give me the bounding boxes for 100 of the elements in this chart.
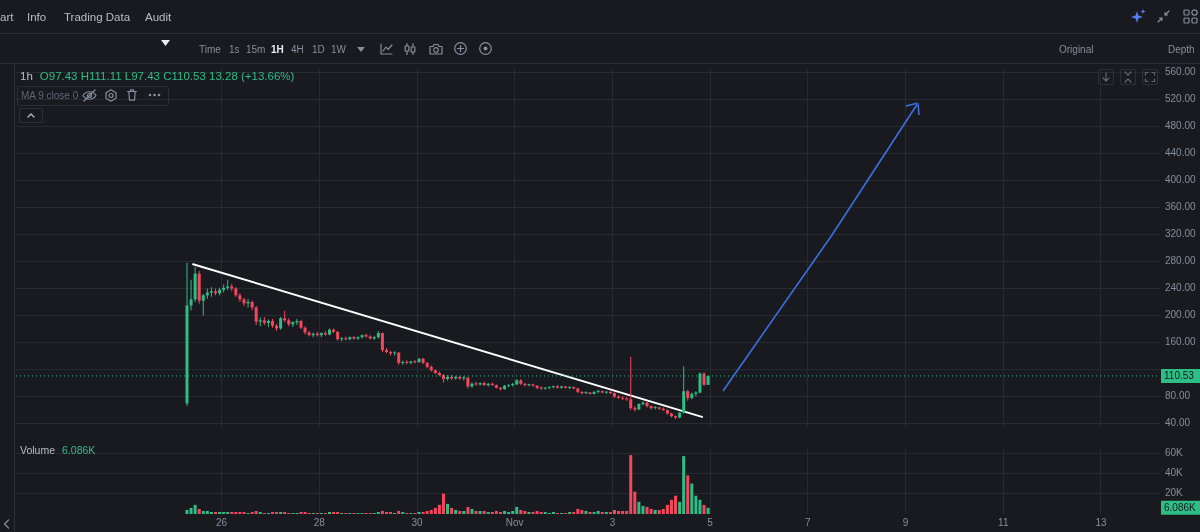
bar (275, 511, 279, 514)
bar (527, 511, 531, 514)
bar (507, 511, 511, 514)
bar (250, 511, 254, 514)
bar (482, 510, 486, 514)
text: Original (1059, 43, 1094, 56)
y-tick-label: 520.00 (1165, 93, 1197, 105)
bar (588, 511, 592, 514)
x-tick-label: 11 (998, 516, 1009, 528)
bar (421, 511, 425, 514)
bar (519, 509, 523, 514)
bar (523, 510, 527, 514)
bar (185, 509, 189, 514)
y-tick-label: 20K (1165, 487, 1184, 499)
bar (621, 510, 625, 514)
bar (645, 506, 649, 514)
bar (441, 493, 445, 514)
bar (580, 509, 584, 514)
bar (592, 511, 596, 514)
bar (197, 508, 201, 514)
bar (389, 511, 393, 514)
x-tick-label: 7 (805, 516, 812, 528)
bar (511, 510, 515, 514)
bar (706, 507, 710, 514)
bar (653, 509, 657, 514)
y-tick-label: 40K (1165, 467, 1184, 479)
text: 1W (331, 43, 346, 56)
bar (665, 504, 669, 514)
bar (470, 508, 474, 514)
bar (458, 510, 462, 514)
bar (299, 511, 303, 514)
bar (690, 483, 694, 514)
bar (682, 456, 686, 514)
bar (205, 510, 209, 514)
text: art (0, 11, 14, 24)
bar (637, 501, 641, 514)
bar (401, 511, 405, 514)
y-tick-label: 320.00 (1165, 228, 1197, 240)
bar (539, 511, 543, 514)
bar (641, 505, 645, 514)
x-tick-label: 28 (313, 516, 326, 528)
y-tick-label: 60K (1165, 446, 1184, 458)
bar (604, 511, 608, 514)
text: 1H (271, 43, 284, 56)
bar (551, 511, 555, 514)
bar (494, 510, 498, 514)
y-tick-label: 440.00 (1165, 147, 1197, 159)
bar (649, 508, 653, 514)
bar (490, 511, 494, 514)
chart-subtitle: 6.086K (62, 444, 96, 456)
y-tick-label: 160.00 (1165, 336, 1197, 348)
bar (429, 509, 433, 514)
bar (270, 511, 274, 514)
chart-subtitle: O97.43 H111.11 L97.43 C110.53 13.28 (+13.66%) (39, 70, 295, 82)
bar (486, 511, 490, 514)
bar (189, 507, 193, 514)
bar (698, 499, 702, 514)
bar (433, 507, 437, 514)
bar (576, 508, 580, 514)
bar (515, 506, 519, 514)
text: 15m (246, 43, 266, 56)
bar (376, 511, 380, 514)
bar (254, 510, 258, 514)
text: Depth (1168, 43, 1195, 56)
candlestick (344, 336, 348, 341)
bar (584, 510, 588, 514)
y-tick-label: 240.00 (1165, 282, 1197, 294)
bar (209, 511, 213, 514)
bar (531, 511, 535, 514)
bar (503, 510, 507, 514)
bar (535, 510, 539, 514)
text: 1s (229, 43, 240, 56)
y-tick-label: 560.00 (1165, 66, 1197, 78)
bar (498, 511, 502, 514)
bar (384, 511, 388, 514)
candlestick (625, 397, 629, 401)
bar (417, 511, 421, 514)
bar (661, 508, 665, 514)
y-tick-label: 280.00 (1165, 255, 1197, 267)
x-tick-label: Nov (505, 516, 524, 528)
x-tick-label: 30 (411, 516, 424, 528)
bar (686, 475, 690, 514)
bar (226, 511, 230, 514)
bar (283, 511, 287, 514)
bar (380, 510, 384, 514)
bar (218, 511, 222, 514)
bar (222, 511, 226, 514)
bar (474, 510, 478, 514)
bar (466, 506, 470, 514)
x-tick-label: 3 (609, 516, 616, 528)
x-tick-label: 9 (902, 516, 909, 528)
bar (258, 511, 262, 514)
bar (600, 511, 604, 514)
bar (657, 509, 661, 514)
x-tick-label: 5 (707, 516, 714, 528)
y-tick-label: 200.00 (1165, 309, 1197, 321)
y-tick-label: 80.00 (1165, 390, 1191, 402)
x-tick-label: 26 (216, 516, 228, 528)
bar (279, 511, 283, 514)
text: 4H (291, 43, 304, 56)
